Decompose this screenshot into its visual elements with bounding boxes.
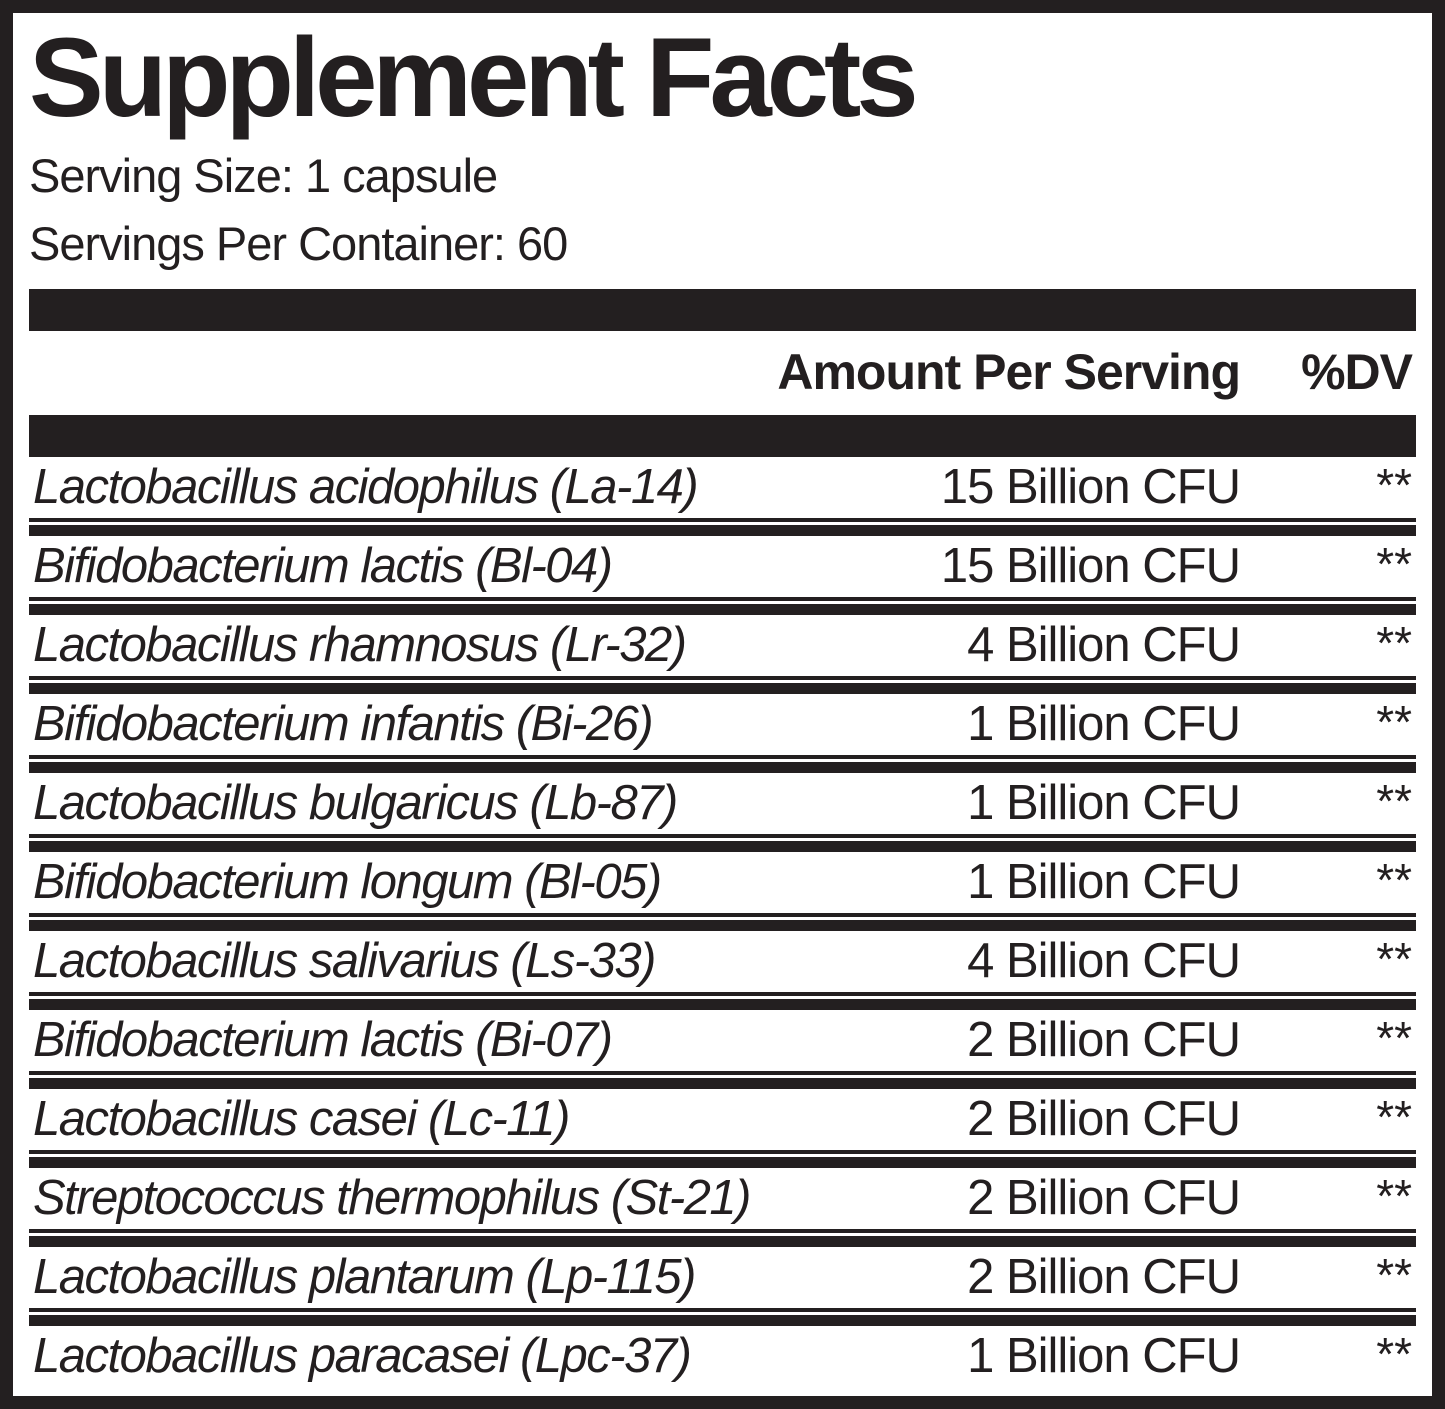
- divider-bar-header: [29, 415, 1416, 458]
- ingredient-name: Bifidobacterium lactis (Bl-04): [33, 539, 613, 594]
- ingredient-name: Lactobacillus casei (Lc-11): [33, 1092, 570, 1147]
- ingredient-amount: 1 Billion CFU: [967, 776, 1241, 831]
- row-separator: [29, 1148, 1416, 1169]
- row-separator: [29, 1069, 1416, 1090]
- ingredient-amount: 15 Billion CFU: [940, 460, 1241, 515]
- divider-bar-footer: [29, 1401, 1416, 1409]
- row-separator: [29, 674, 1416, 695]
- ingredient-row: Bifidobacterium infantis (Bi-26) 1 Billi…: [29, 694, 1416, 774]
- ingredient-row: Lactobacillus acidophilus (La-14) 15 Bil…: [29, 457, 1416, 537]
- ingredient-row: Lactobacillus bulgaricus (Lb-87) 1 Billi…: [29, 773, 1416, 853]
- ingredient-name: Bifidobacterium longum (Bl-05): [33, 855, 662, 910]
- row-separator: [29, 1306, 1416, 1327]
- ingredient-name: Lactobacillus acidophilus (La-14): [33, 460, 699, 515]
- serving-size-line: Serving Size: 1 capsule: [29, 149, 498, 203]
- ingredient-dv: **: [1376, 696, 1412, 749]
- ingredient-amount: 15 Billion CFU: [940, 539, 1241, 594]
- label-title: Supplement Facts: [29, 15, 919, 140]
- ingredient-name: Lactobacillus bulgaricus (Lb-87): [33, 776, 678, 831]
- ingredient-amount: 2 Billion CFU: [967, 1171, 1241, 1226]
- ingredient-row: Bifidobacterium longum (Bl-05) 1 Billion…: [29, 852, 1416, 932]
- ingredient-row: Lactobacillus salivarius (Ls-33) 4 Billi…: [29, 931, 1416, 1011]
- ingredient-amount: 4 Billion CFU: [967, 934, 1241, 989]
- ingredient-dv: **: [1376, 459, 1412, 512]
- ingredient-row: Lactobacillus casei (Lc-11) 2 Billion CF…: [29, 1089, 1416, 1169]
- ingredient-row: Bifidobacterium lactis (Bi-07) 2 Billion…: [29, 1010, 1416, 1090]
- ingredient-name: Bifidobacterium lactis (Bi-07): [33, 1013, 613, 1068]
- ingredient-dv: **: [1376, 1249, 1412, 1302]
- ingredient-row: Lactobacillus rhamnosus (Lr-32) 4 Billio…: [29, 615, 1416, 695]
- ingredient-row: Streptococcus thermophilus (St-21) 2 Bil…: [29, 1168, 1416, 1248]
- row-separator: [29, 911, 1416, 932]
- divider-bar-top: [29, 289, 1416, 332]
- ingredient-amount: 1 Billion CFU: [967, 1329, 1241, 1384]
- row-separator: [29, 753, 1416, 774]
- row-separator: [29, 516, 1416, 537]
- amount-per-serving-header: Amount Per Serving: [777, 344, 1241, 401]
- ingredient-dv: **: [1376, 617, 1412, 670]
- ingredient-amount: 2 Billion CFU: [967, 1250, 1241, 1305]
- percent-dv-header: %DV: [1301, 344, 1413, 401]
- ingredient-amount: 2 Billion CFU: [967, 1013, 1241, 1068]
- ingredient-name: Lactobacillus paracasei (Lpc-37): [33, 1329, 692, 1384]
- servings-per-container-line: Servings Per Container: 60: [29, 217, 568, 271]
- ingredient-amount: 2 Billion CFU: [967, 1092, 1241, 1147]
- ingredient-dv: **: [1376, 854, 1412, 907]
- row-separator: [29, 832, 1416, 853]
- ingredient-dv: **: [1376, 1012, 1412, 1065]
- ingredient-row: Lactobacillus plantarum (Lp-115) 2 Billi…: [29, 1247, 1416, 1327]
- ingredient-name: Lactobacillus plantarum (Lp-115): [33, 1250, 696, 1305]
- row-separator: [29, 1227, 1416, 1248]
- ingredient-amount: 1 Billion CFU: [967, 697, 1241, 752]
- ingredient-row: Lactobacillus paracasei (Lpc-37) 1 Billi…: [29, 1326, 1416, 1385]
- column-header-row: Amount Per Serving %DV: [29, 331, 1416, 415]
- ingredient-name: Bifidobacterium infantis (Bi-26): [33, 697, 654, 752]
- ingredient-dv: **: [1376, 1170, 1412, 1223]
- row-separator: [29, 990, 1416, 1011]
- row-separator: [29, 595, 1416, 616]
- ingredient-amount: 1 Billion CFU: [967, 855, 1241, 910]
- ingredient-name: Lactobacillus rhamnosus (Lr-32): [33, 618, 687, 673]
- ingredient-name: Lactobacillus salivarius (Ls-33): [33, 934, 656, 989]
- ingredient-name: Streptococcus thermophilus (St-21): [33, 1171, 752, 1226]
- ingredient-rows: Lactobacillus acidophilus (La-14) 15 Bil…: [29, 457, 1416, 1385]
- ingredient-dv: **: [1376, 1091, 1412, 1144]
- ingredient-dv: **: [1376, 538, 1412, 591]
- ingredient-dv: **: [1376, 1328, 1412, 1381]
- ingredient-dv: **: [1376, 775, 1412, 828]
- ingredient-row: Bifidobacterium lactis (Bl-04) 15 Billio…: [29, 536, 1416, 616]
- ingredient-amount: 4 Billion CFU: [967, 618, 1241, 673]
- ingredient-dv: **: [1376, 933, 1412, 986]
